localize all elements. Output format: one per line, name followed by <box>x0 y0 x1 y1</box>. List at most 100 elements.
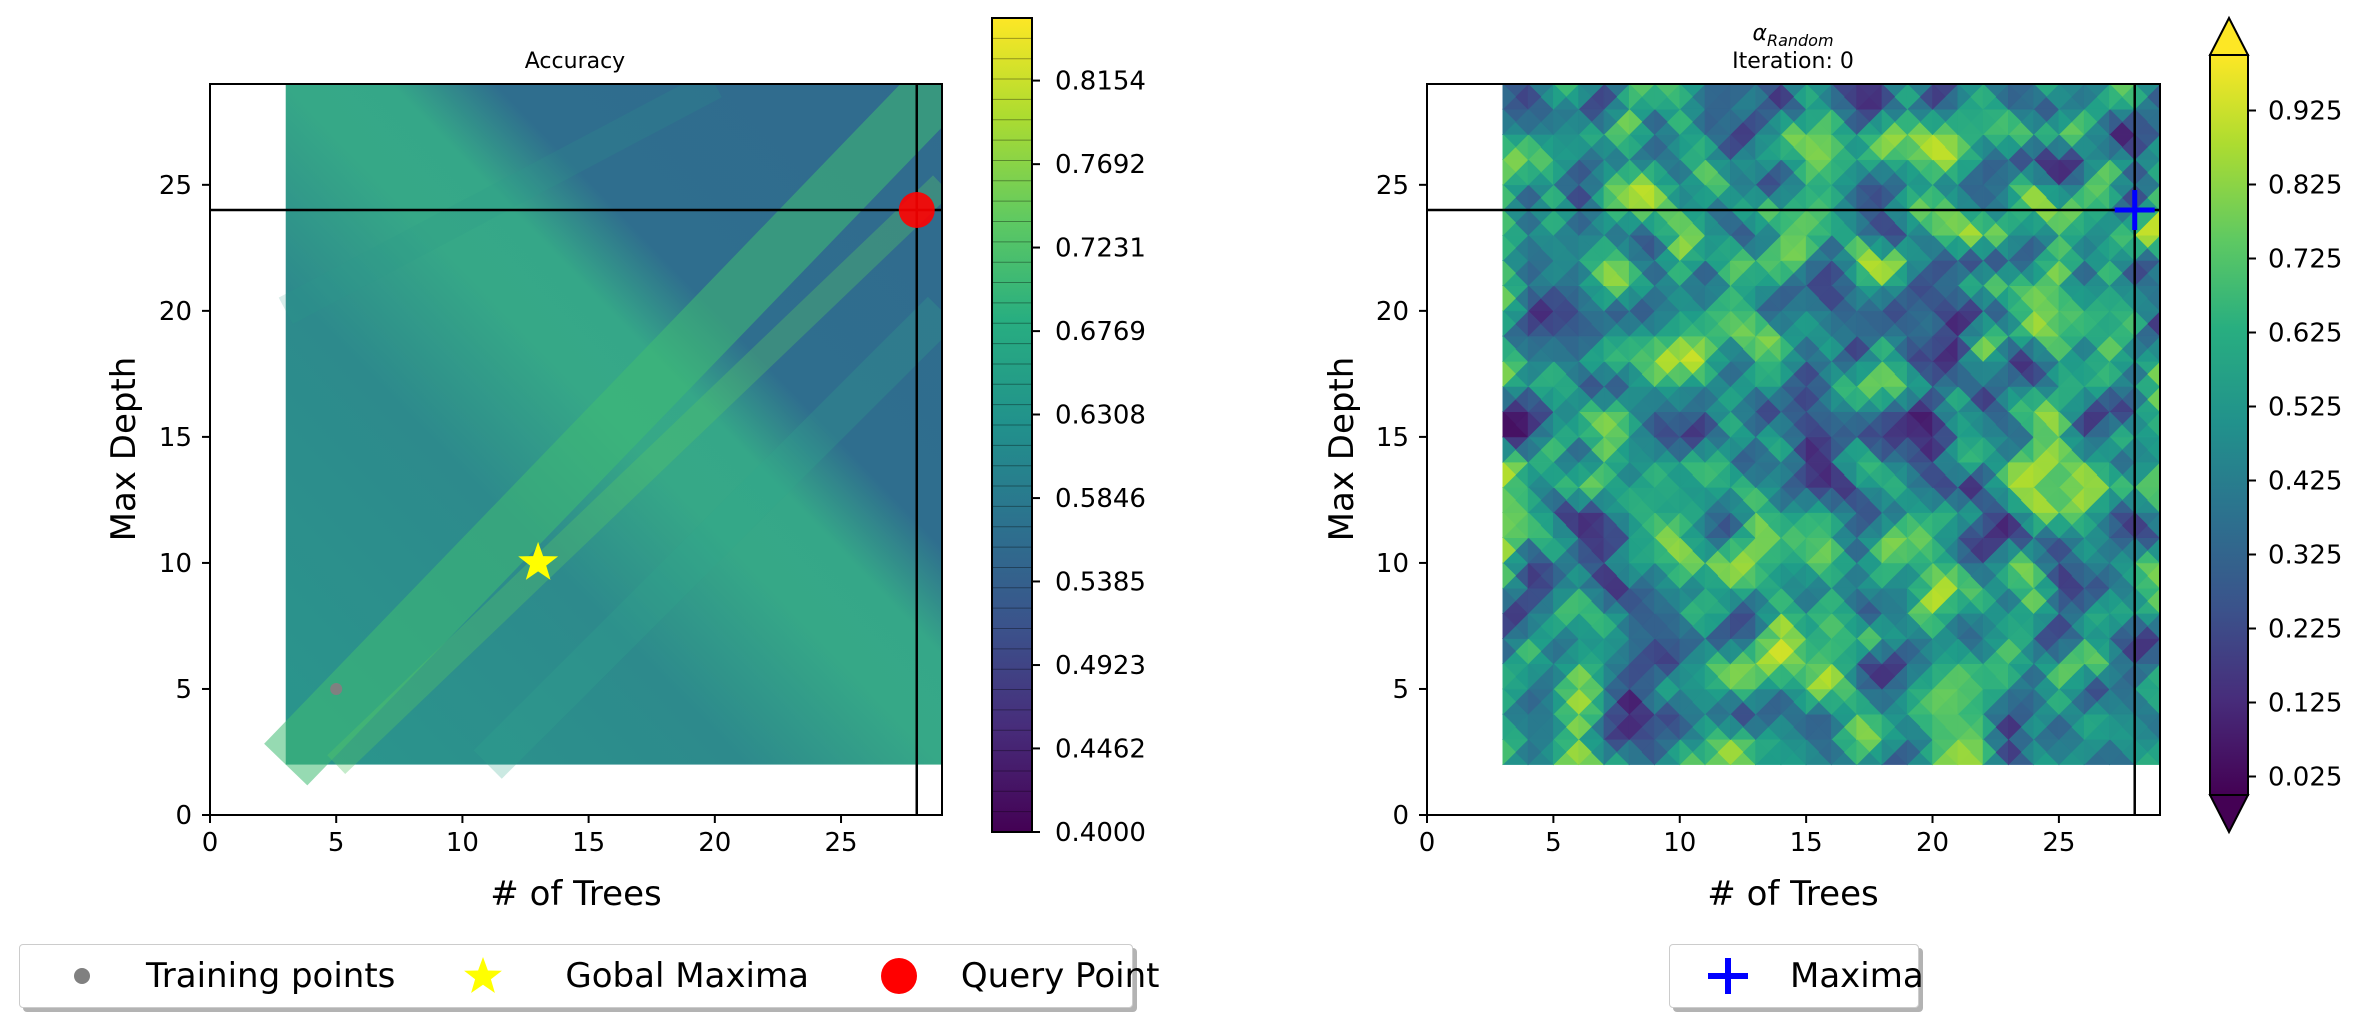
alpha-cell <box>2008 84 2022 110</box>
alpha-cell <box>1603 133 1617 161</box>
alpha-cell <box>1906 738 1921 766</box>
alpha-cell <box>1780 436 1794 463</box>
alpha-cell <box>1704 133 1719 161</box>
alpha-cell <box>1679 259 1693 287</box>
alpha-cell <box>1578 410 1592 438</box>
alpha-cell <box>1881 158 1896 186</box>
alpha-cell <box>1679 385 1693 413</box>
alpha-cell <box>2033 738 2047 766</box>
alpha-cell <box>2058 335 2072 362</box>
alpha-cell <box>1957 284 1971 312</box>
alpha-cell <box>1654 385 1668 413</box>
alpha-cell <box>1654 209 1668 236</box>
alpha-symbol: α <box>1752 21 1767 46</box>
alpha-cell <box>2033 663 2047 690</box>
alpha-cell <box>1527 259 1542 287</box>
alpha-cell <box>2033 410 2047 438</box>
alpha-cell <box>1755 663 1769 690</box>
right-y-tick-label: 20 <box>1376 297 1409 327</box>
alpha-cell <box>1730 612 1744 640</box>
alpha-cell <box>1957 310 1971 337</box>
alpha-cell <box>1755 284 1769 312</box>
alpha-cell <box>1679 738 1693 766</box>
alpha-cell <box>1553 385 1567 413</box>
legend-label-training: Training points <box>146 956 396 996</box>
alpha-cell <box>1831 486 1845 514</box>
alpha-cell <box>1755 461 1769 489</box>
left-y-tick-label: 0 <box>175 801 192 831</box>
alpha-cell <box>1957 84 1971 110</box>
alpha-cell <box>1957 612 1971 640</box>
alpha-cell <box>1730 688 1744 715</box>
alpha-cell <box>1755 562 1769 589</box>
alpha-cell <box>1780 461 1794 489</box>
alpha-cell <box>1856 511 1870 539</box>
alpha-cell <box>2083 259 2098 287</box>
alpha-cell <box>1679 335 1693 362</box>
alpha-cell <box>1856 259 1870 287</box>
alpha-cell <box>1553 738 1567 766</box>
alpha-cell <box>1982 259 1997 287</box>
accuracy-ridge <box>327 175 942 774</box>
alpha-cell <box>1805 461 1820 489</box>
alpha-cell <box>1704 738 1719 766</box>
alpha-cell <box>1527 587 1542 615</box>
alpha-cell <box>1502 84 1516 110</box>
alpha-cell <box>1578 335 1592 362</box>
alpha-cell <box>1957 537 1971 564</box>
alpha-cell <box>1603 713 1617 741</box>
alpha-cell <box>1755 486 1769 514</box>
alpha-cell <box>2083 234 2098 262</box>
alpha-cell <box>1780 738 1794 766</box>
alpha-cell <box>1527 385 1542 413</box>
alpha-cell <box>2033 537 2047 564</box>
alpha-cell <box>1881 461 1896 489</box>
alpha-cell <box>1957 688 1971 715</box>
alpha-cell <box>2033 612 2047 640</box>
alpha-cell <box>1704 688 1719 715</box>
alpha-cell <box>1553 410 1567 438</box>
alpha-cell <box>1755 84 1769 110</box>
alpha-cell <box>1906 486 1921 514</box>
alpha-cell <box>1881 259 1896 287</box>
alpha-cell <box>1932 461 1946 489</box>
alpha-cell <box>1502 436 1516 463</box>
alpha-cell <box>1603 84 1617 110</box>
alpha-cell <box>1730 360 1744 388</box>
alpha-cell <box>1805 184 1820 211</box>
alpha-cell <box>1805 209 1820 236</box>
colorbar-upper-extend <box>2208 15 2250 56</box>
alpha-cell <box>1628 108 1643 136</box>
alpha-cell <box>1780 158 1794 186</box>
alpha-cell <box>2008 284 2022 312</box>
alpha-cell <box>1805 612 1820 640</box>
alpha-cell <box>1704 713 1719 741</box>
alpha-cell <box>1502 511 1516 539</box>
alpha-cell <box>1881 284 1896 312</box>
alpha-cell <box>1679 511 1693 539</box>
alpha-cell <box>1906 108 1921 136</box>
alpha-cell <box>2083 738 2098 766</box>
left-colorbar-tick-label: 0.7231 <box>1055 234 1146 264</box>
alpha-cell <box>1831 360 1845 388</box>
alpha-cell <box>1527 562 1542 589</box>
left-markers <box>330 192 935 695</box>
alpha-cell <box>1805 562 1820 589</box>
alpha-cell <box>1957 209 1971 236</box>
right-colorbar-tick-label: 0.125 <box>2268 689 2342 719</box>
alpha-cell <box>1957 158 1971 186</box>
alpha-cell <box>1982 184 1997 211</box>
alpha-cell <box>1527 663 1542 690</box>
right-colorbar-tick-label: 0.825 <box>2268 171 2342 201</box>
right-colorbar-tick-label: 0.225 <box>2268 615 2342 645</box>
alpha-cell <box>1603 663 1617 690</box>
alpha-cell <box>1932 184 1946 211</box>
alpha-cell <box>1730 637 1744 665</box>
alpha-cell <box>1628 713 1643 741</box>
alpha-cell <box>1679 486 1693 514</box>
alpha-cell <box>1906 612 1921 640</box>
alpha-cell <box>1932 537 1946 564</box>
alpha-cell <box>1704 284 1719 312</box>
alpha-cell <box>1982 562 1997 589</box>
alpha-cell <box>1502 310 1516 337</box>
